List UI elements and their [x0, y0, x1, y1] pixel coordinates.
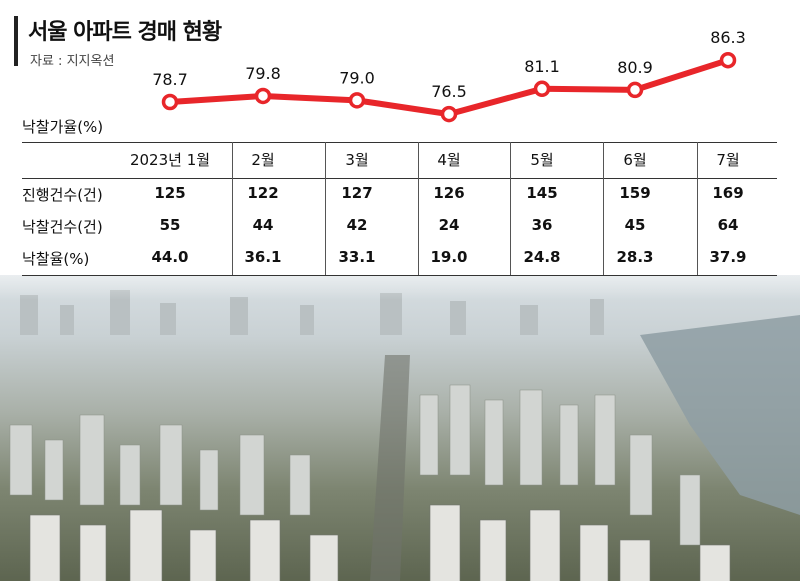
title-accent-bar	[14, 16, 18, 66]
column-divider	[697, 142, 698, 275]
table-cell: 122	[247, 184, 279, 202]
table-cell: 37.9	[709, 248, 747, 266]
column-divider	[510, 142, 511, 275]
table-header-rule	[22, 178, 777, 179]
table-bottom-rule	[22, 275, 777, 276]
data-label: 79.0	[339, 68, 375, 87]
table-cell: 24.8	[523, 248, 561, 266]
table-cell: 145	[526, 184, 558, 202]
column-divider	[418, 142, 419, 275]
source-note: 자료 : 지지옥션	[30, 54, 115, 69]
table-top-rule	[22, 142, 777, 143]
table-cell: 45	[624, 216, 646, 234]
chart-panel	[0, 0, 800, 300]
row-label: 진행건수(건)	[22, 186, 103, 204]
data-point	[626, 81, 644, 99]
city-photo	[0, 275, 800, 581]
page-title: 서울 아파트 경매 현황	[28, 20, 222, 45]
row-label: 낙찰건수(건)	[22, 218, 103, 236]
tick-label: 6월	[623, 151, 647, 169]
table-cell: 33.1	[338, 248, 376, 266]
line-chart: 78.7 79.8 79.0 76.5 81.1 80.9 86.3	[152, 28, 746, 123]
table-cell: 36	[531, 216, 553, 234]
data-point	[719, 51, 737, 69]
table-cell: 169	[712, 184, 744, 202]
table-cell: 159	[619, 184, 651, 202]
data-point	[161, 93, 179, 111]
tick-label: 4월	[437, 151, 461, 169]
data-label: 79.8	[245, 64, 281, 83]
data-label: 86.3	[710, 28, 746, 47]
tick-label: 2023년 1월	[129, 151, 211, 169]
table-cell: 64	[717, 216, 739, 234]
tick-label: 3월	[345, 151, 369, 169]
table-cell: 127	[341, 184, 373, 202]
data-point	[348, 92, 366, 109]
data-point	[254, 87, 272, 105]
tick-label: 7월	[716, 151, 740, 169]
y-axis-label: 낙찰가율(%)	[22, 118, 104, 136]
tick-label: 2월	[251, 151, 275, 169]
column-divider	[603, 142, 604, 275]
data-label: 76.5	[431, 82, 467, 101]
table-cell: 42	[346, 216, 368, 234]
table-cell: 36.1	[244, 248, 282, 266]
table-cell: 126	[433, 184, 465, 202]
data-label: 81.1	[524, 57, 560, 76]
table-cell: 44	[252, 216, 274, 234]
table-cell: 24	[438, 216, 460, 234]
tick-label: 5월	[530, 151, 554, 169]
data-point	[533, 80, 551, 98]
table-cell: 55	[159, 216, 181, 234]
city-skyline-illustration	[9, 290, 800, 581]
data-label: 78.7	[152, 70, 188, 89]
column-divider	[325, 142, 326, 275]
column-divider	[232, 142, 233, 275]
table-cell: 44.0	[151, 248, 189, 266]
data-point	[440, 105, 458, 123]
table-cell: 125	[154, 184, 186, 202]
table-cell: 19.0	[430, 248, 468, 266]
data-label: 80.9	[617, 58, 653, 77]
table-cell: 28.3	[616, 248, 654, 266]
row-label: 낙찰율(%)	[22, 250, 90, 268]
